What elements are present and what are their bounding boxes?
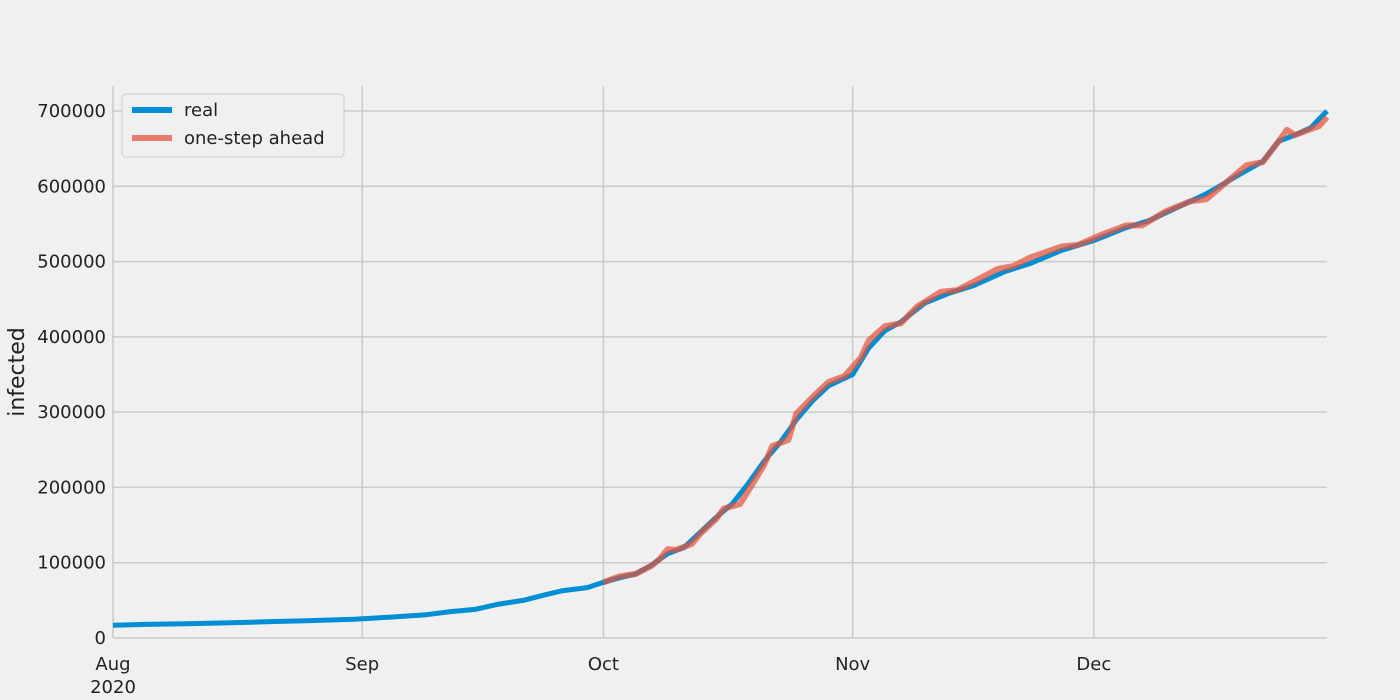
legend-label-one-step-ahead: one-step ahead <box>184 128 325 149</box>
legend: real one-step ahead <box>121 93 345 158</box>
x-tick-label: Oct <box>588 654 619 675</box>
axes: 0 100000 200000 300000 400000 500000 600000 700… <box>37 101 1111 698</box>
legend-frame <box>121 93 345 158</box>
y-tick-label: 500000 <box>37 252 106 273</box>
x-tick-label: Aug <box>95 654 130 675</box>
x-tick-label: Sep <box>345 654 379 675</box>
series-line-one-step-ahead <box>602 115 1330 586</box>
y-axis-label: infected <box>5 327 30 417</box>
y-tick-label: 700000 <box>37 101 106 122</box>
y-tick-label: 0 <box>95 628 106 649</box>
y-tick-label: 100000 <box>37 553 106 574</box>
y-tick-label: 600000 <box>37 176 106 197</box>
y-tick-label: 400000 <box>37 327 106 348</box>
y-tick-label: 300000 <box>37 402 106 423</box>
legend-label-real: real <box>184 100 218 121</box>
x-tick-sublabel: 2020 <box>90 677 136 698</box>
x-tick-label: Nov <box>835 654 870 675</box>
y-tick-label: 200000 <box>37 477 106 498</box>
x-tick-label: Dec <box>1076 654 1111 675</box>
series-group <box>112 109 1330 628</box>
